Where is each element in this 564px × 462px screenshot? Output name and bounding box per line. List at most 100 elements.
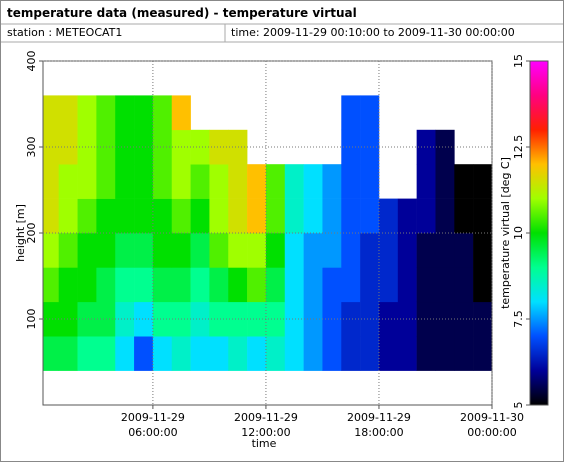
heatmap-cell [43, 233, 59, 268]
heatmap-cell [397, 233, 417, 268]
heatmap-cell [341, 301, 361, 337]
heatmap-cell [341, 267, 361, 303]
heatmap-cell [454, 198, 474, 234]
heatmap-cell [77, 129, 97, 165]
heatmap-cell [171, 164, 191, 199]
heatmap-cell [322, 164, 342, 199]
colorbar-tick-label: 7.5 [512, 310, 525, 328]
heatmap-cell [454, 336, 474, 371]
heatmap-cell [397, 267, 417, 303]
heatmap-cell [134, 164, 154, 199]
heatmap-cell [341, 129, 361, 165]
heatmap-cell [77, 95, 97, 131]
heatmap-cell [152, 164, 173, 199]
y-tick-label: 400 [25, 51, 38, 72]
heatmap-cell [247, 233, 267, 268]
heatmap-cell [152, 129, 173, 165]
heatmap-cell [397, 336, 417, 371]
heatmap-cell [209, 164, 229, 199]
heatmap-cell [473, 267, 493, 303]
heatmap-cell [134, 336, 154, 371]
heatmap-cell [341, 198, 361, 234]
heatmap-cell [115, 95, 135, 131]
heatmap-cell [58, 95, 78, 131]
heatmap-cell [454, 233, 474, 268]
heatmap-cell [58, 301, 78, 337]
heatmap-cell [115, 336, 135, 371]
heatmap-cell [152, 267, 173, 303]
heatmap-cell [228, 164, 248, 199]
heatmap-cell [360, 233, 380, 268]
heatmap-cell [77, 336, 97, 371]
heatmap-cell [473, 233, 493, 268]
heatmap-cell [96, 336, 116, 371]
heatmap-cell [209, 336, 229, 371]
heatmap-cell [134, 301, 154, 337]
heatmap-cell [115, 267, 135, 303]
heatmap-cell [378, 336, 399, 371]
heatmap-cell [96, 198, 116, 234]
heatmap-cell [171, 233, 191, 268]
heatmap-cell [360, 95, 380, 131]
heatmap-cell [360, 198, 380, 234]
heatmap-cell [96, 95, 116, 131]
x-axis-label: time [252, 437, 277, 450]
heatmap-cell [378, 267, 399, 303]
heatmap-cell [360, 164, 380, 199]
y-tick-label: 300 [25, 137, 38, 158]
heatmap-cell [96, 164, 116, 199]
colorbar-tick-label: 15 [512, 54, 525, 68]
heatmap-cell [284, 301, 304, 337]
heatmap-cell [397, 301, 417, 337]
heatmap-cell [454, 267, 474, 303]
heatmap-cell [152, 233, 173, 268]
heatmap-cell [473, 336, 493, 371]
heatmap-cell [209, 301, 229, 337]
heatmap-cell [435, 267, 455, 303]
colorbar-tick-label: 5 [512, 402, 525, 409]
heatmap-cell [378, 198, 399, 234]
heatmap-cell [416, 198, 436, 234]
station-label: station : METEOCAT1 [7, 26, 122, 39]
heatmap-cell [190, 164, 210, 199]
heatmap-cell [134, 233, 154, 268]
heatmap-cell [228, 336, 248, 371]
heatmap-cell [134, 198, 154, 234]
heatmap-cell [360, 267, 380, 303]
heatmap-cell [341, 95, 361, 131]
heatmap-cell [209, 267, 229, 303]
heatmap-cell [265, 267, 286, 303]
y-axis-label: height [m] [14, 204, 27, 262]
heatmap-cell [43, 267, 59, 303]
heatmap-cell [115, 233, 135, 268]
x-tick-label: 2009-11-30 00:00:00 [460, 411, 524, 439]
heatmap-cell [171, 95, 191, 131]
heatmap-cell [284, 164, 304, 199]
heatmap-cell [265, 198, 286, 234]
heatmap-cell [360, 129, 380, 165]
heatmap-cell [171, 336, 191, 371]
heatmap-cell [416, 267, 436, 303]
heatmap-cell [322, 198, 342, 234]
heatmap-cell [360, 301, 380, 337]
heatmap-cell [435, 233, 455, 268]
colorbar-label: temperature virtual [deg C] [499, 157, 512, 309]
heatmap-cell [228, 267, 248, 303]
heatmap-cell [284, 267, 304, 303]
heatmap-cell [96, 233, 116, 268]
heatmap-cell [134, 95, 154, 131]
heatmap-cell [435, 336, 455, 371]
heatmap-cell [473, 198, 493, 234]
heatmap-cell [454, 164, 474, 199]
colorbar-tick-label: 12.5 [512, 135, 525, 160]
heatmap-cell [303, 267, 323, 303]
heatmap-cell [284, 233, 304, 268]
heatmap-cell [303, 336, 323, 371]
heatmap-cell [228, 129, 248, 165]
heatmap-cell [397, 198, 417, 234]
heatmap-cell [247, 267, 267, 303]
heatmap-cell [134, 267, 154, 303]
heatmap-cell [416, 129, 436, 165]
heatmap-cell [43, 301, 59, 337]
